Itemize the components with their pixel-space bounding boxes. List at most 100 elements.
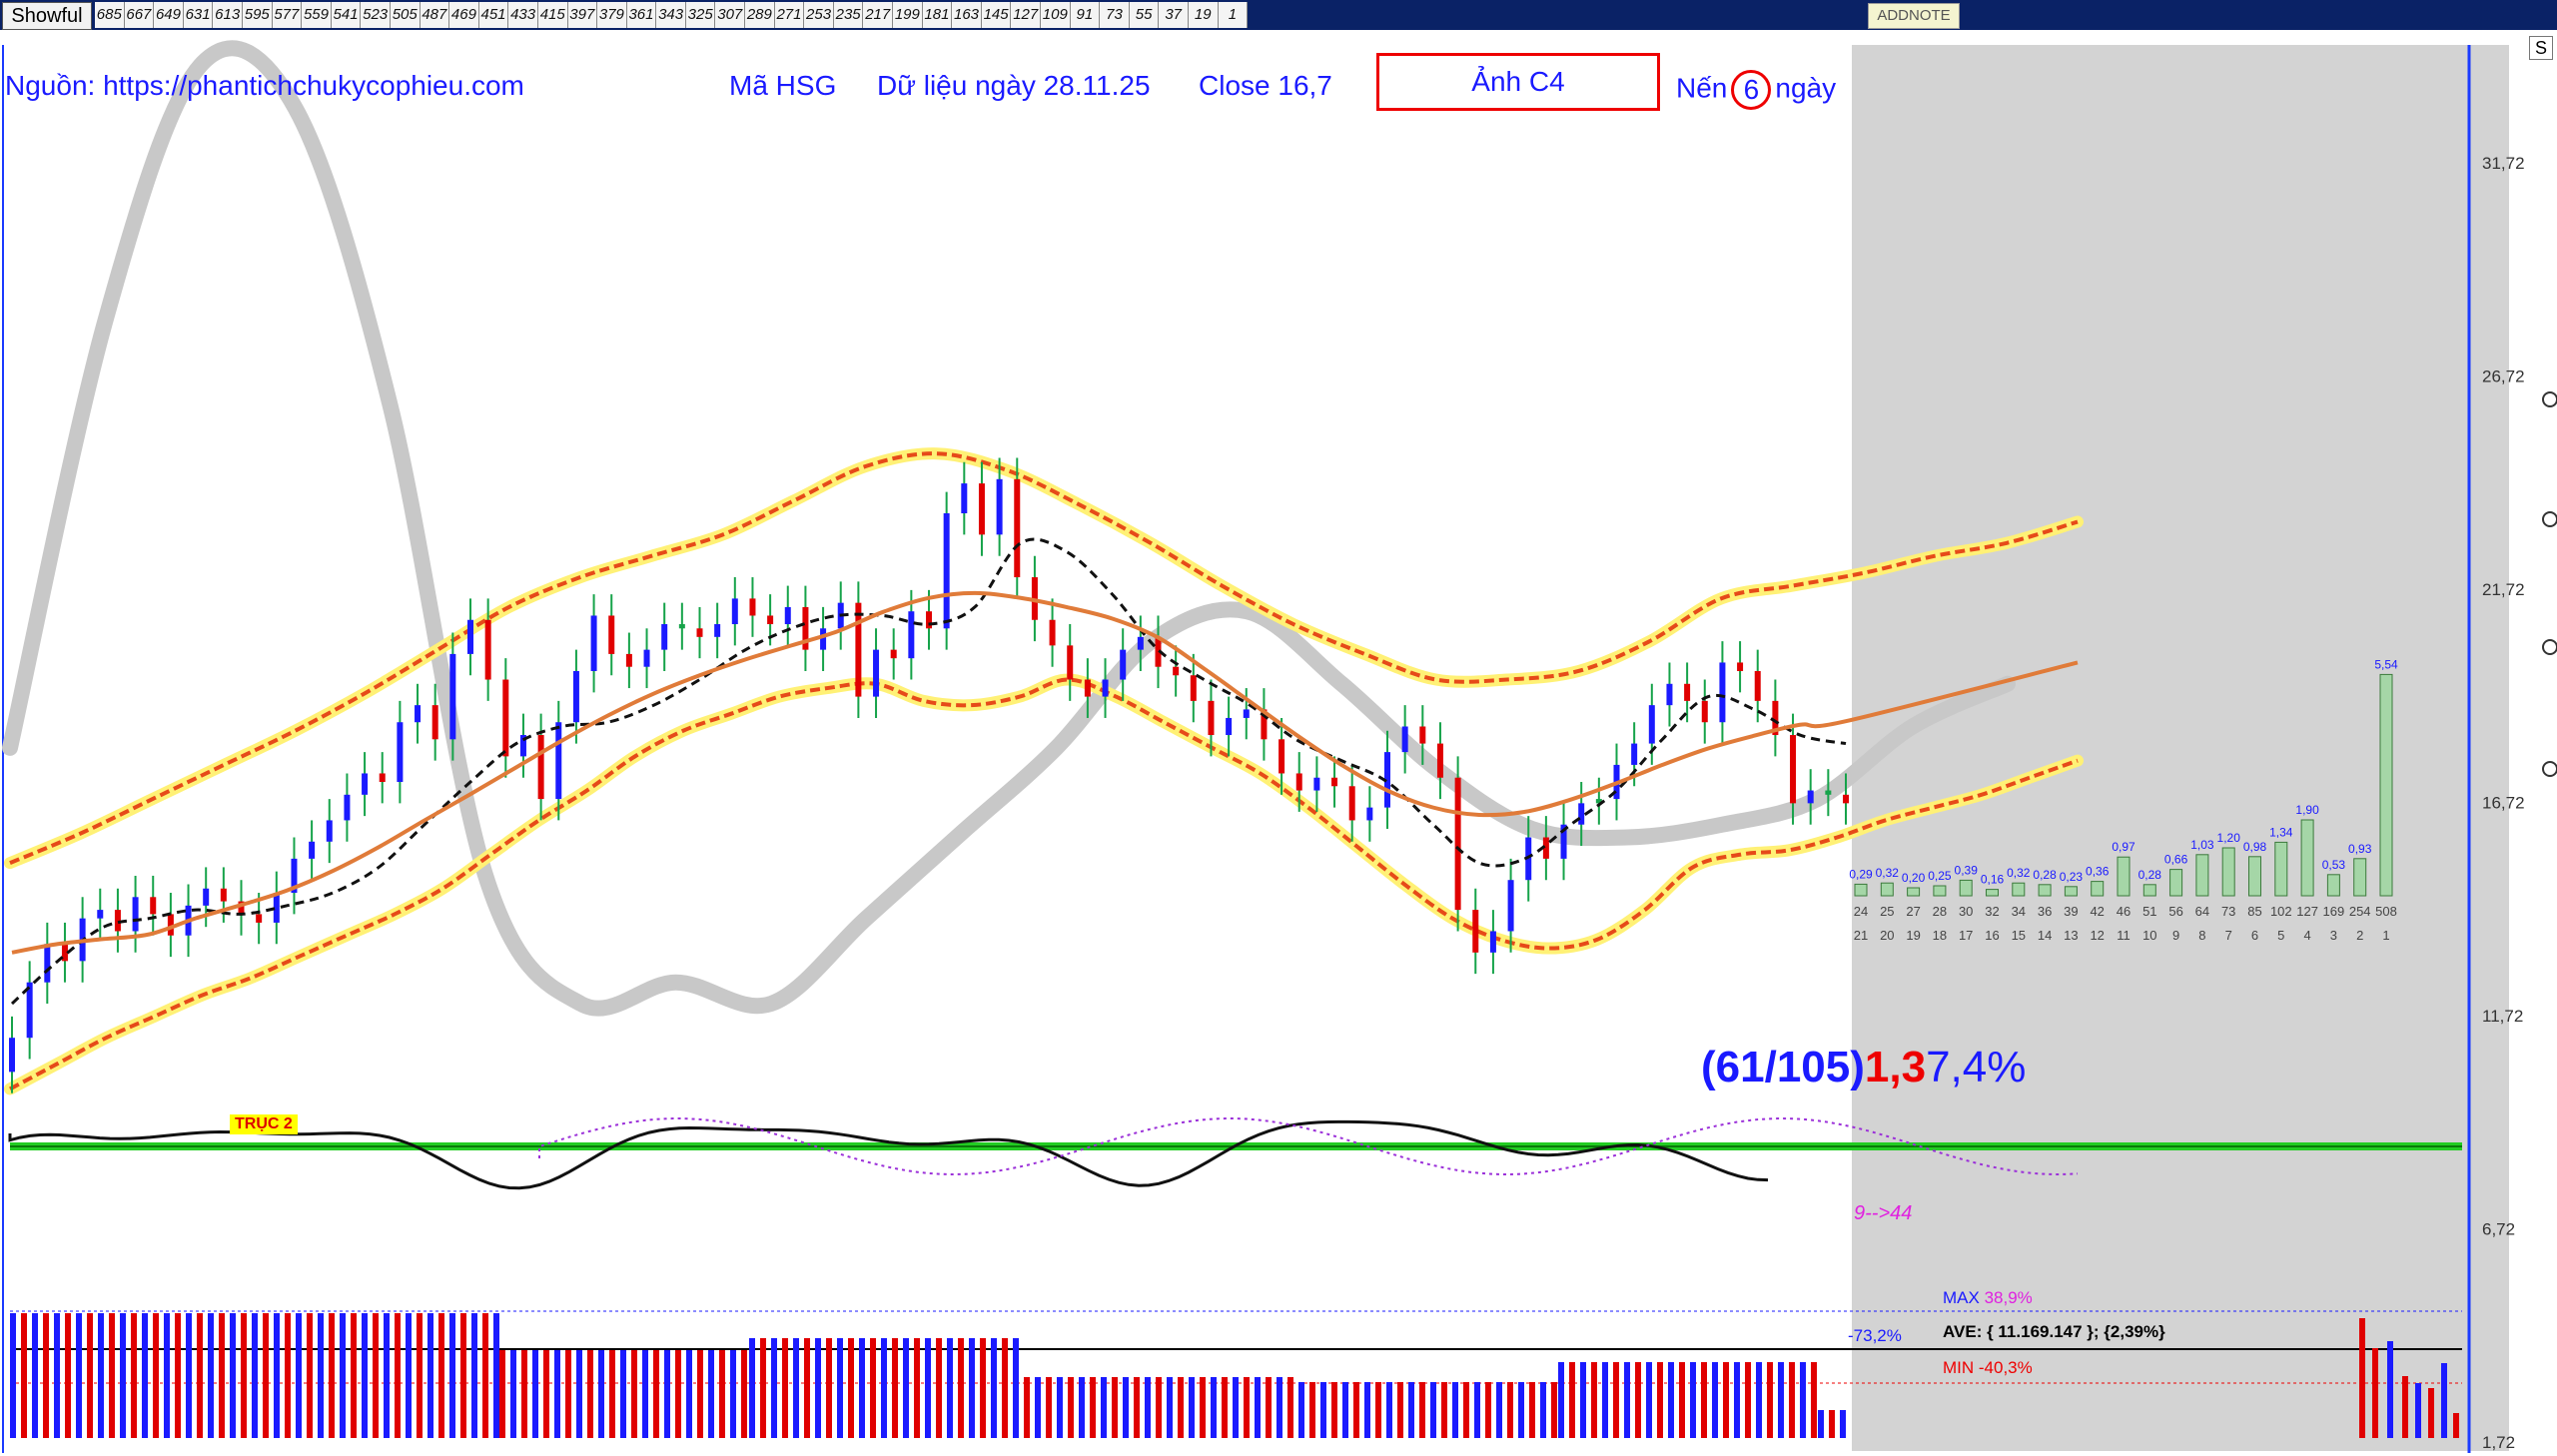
candle-body <box>731 598 738 625</box>
volume-bar <box>881 1338 887 1438</box>
period-button[interactable]: 559 <box>302 2 332 28</box>
cycle-bar-value: 0,20 <box>1902 871 1926 885</box>
period-button[interactable]: 235 <box>833 2 864 28</box>
period-button[interactable]: 379 <box>597 2 627 28</box>
period-button[interactable]: 289 <box>745 2 775 28</box>
period-button[interactable]: 37 <box>1159 2 1189 28</box>
period-button[interactable]: 127 <box>1011 2 1041 28</box>
candle-body <box>1226 717 1233 736</box>
volume-bar <box>1112 1377 1118 1438</box>
candle-body <box>1631 743 1638 765</box>
candle-body <box>397 722 404 783</box>
period-button[interactable]: 487 <box>420 2 450 28</box>
y-tick-label: 16,72 <box>2482 794 2525 813</box>
period-button[interactable]: 325 <box>685 2 716 28</box>
volume-bar <box>510 1350 516 1438</box>
volume-bar <box>307 1313 313 1438</box>
volume-bar <box>373 1313 379 1438</box>
volume-bar <box>219 1313 225 1438</box>
volume-bar <box>609 1350 615 1438</box>
period-button[interactable]: 109 <box>1041 2 1071 28</box>
candle-body <box>1648 705 1655 744</box>
volume-bar <box>1035 1377 1041 1438</box>
volume-bar <box>76 1313 82 1438</box>
candle-prefix: Nến <box>1676 72 1728 104</box>
volume-bar <box>620 1350 626 1438</box>
period-button[interactable]: 199 <box>893 2 923 28</box>
period-button[interactable]: 433 <box>508 2 538 28</box>
volume-bar <box>1767 1362 1773 1438</box>
period-button[interactable]: 55 <box>1129 2 1160 28</box>
period-button[interactable]: 271 <box>774 2 805 28</box>
period-button[interactable]: 91 <box>1070 2 1101 28</box>
candle-body <box>820 628 827 650</box>
period-button[interactable]: 73 <box>1100 2 1130 28</box>
period-button[interactable]: 523 <box>361 2 391 28</box>
period-button[interactable]: 667 <box>124 2 155 28</box>
period-button[interactable]: 451 <box>478 2 509 28</box>
ma-slow-line <box>11 590 2079 955</box>
volume-bar <box>1518 1382 1524 1438</box>
period-button[interactable]: 19 <box>1188 2 1219 28</box>
period-button[interactable]: 343 <box>656 2 686 28</box>
volume-bar <box>98 1313 104 1438</box>
volume-bar <box>1580 1362 1586 1438</box>
period-button[interactable]: 469 <box>449 2 479 28</box>
addnote-button[interactable]: ADDNOTE <box>1868 3 1960 29</box>
volume-bar <box>730 1350 736 1438</box>
showful-button[interactable]: Showful <box>2 2 92 30</box>
volume-bar <box>10 1313 16 1438</box>
cycle-strength-bar <box>1959 879 1973 897</box>
volume-bar <box>532 1350 538 1438</box>
period-button[interactable]: 613 <box>213 2 243 28</box>
volume-bar <box>208 1313 214 1438</box>
cycle-bar-value: 0,97 <box>2112 840 2135 854</box>
period-button[interactable]: 1 <box>1218 2 1249 28</box>
s-button[interactable]: S <box>2529 36 2553 60</box>
volume-bar <box>32 1313 38 1438</box>
volume-bar <box>1309 1382 1315 1438</box>
period-button[interactable]: 595 <box>242 2 273 28</box>
period-button[interactable]: 685 <box>95 2 125 28</box>
period-button[interactable]: 541 <box>331 2 362 28</box>
cycle-rank-label: 16 <box>1985 928 1999 943</box>
scroll-handle <box>2542 391 2557 407</box>
period-button[interactable]: 631 <box>183 2 214 28</box>
period-button[interactable]: 163 <box>952 2 982 28</box>
cycle-rank-label: 12 <box>2090 928 2104 943</box>
cycle-bar-value: 0,93 <box>2348 842 2372 856</box>
cycle-period-label: 36 <box>2038 904 2052 919</box>
cycle-rank-label: 20 <box>1880 928 1894 943</box>
ma-fast-line <box>10 537 1847 1006</box>
cycle-period-label: 102 <box>2270 904 2292 919</box>
cycle-bar-value: 0,23 <box>2060 870 2084 884</box>
volume-bar <box>1287 1377 1293 1438</box>
candle-body <box>1384 752 1390 808</box>
volume-bar <box>1452 1382 1458 1438</box>
period-button[interactable]: 217 <box>863 2 894 28</box>
volume-bar <box>1046 1377 1052 1438</box>
volume-bar <box>554 1350 560 1438</box>
volume-bar <box>1840 1410 1846 1438</box>
cycle-strength-bar <box>2169 869 2183 897</box>
period-button[interactable]: 307 <box>715 2 746 28</box>
period-button[interactable]: 577 <box>272 2 303 28</box>
period-button[interactable]: 253 <box>804 2 834 28</box>
volume-bar <box>1156 1377 1162 1438</box>
cycle-period-label: 169 <box>2323 904 2345 919</box>
period-button[interactable]: 181 <box>922 2 953 28</box>
volume-bar <box>1320 1382 1326 1438</box>
candle-body <box>256 914 263 923</box>
volume-bar <box>782 1338 788 1438</box>
cycle-strength-bar <box>2248 856 2261 897</box>
candle-body <box>590 615 597 671</box>
volume-bar <box>1818 1410 1824 1438</box>
period-button[interactable]: 361 <box>626 2 657 28</box>
period-button[interactable]: 649 <box>154 2 184 28</box>
cycle-period-label: 56 <box>2168 904 2182 919</box>
period-button[interactable]: 505 <box>390 2 421 28</box>
period-button[interactable]: 397 <box>567 2 598 28</box>
period-button[interactable]: 145 <box>981 2 1012 28</box>
cycle-rank-label: 13 <box>2064 928 2078 943</box>
period-button[interactable]: 415 <box>537 2 568 28</box>
